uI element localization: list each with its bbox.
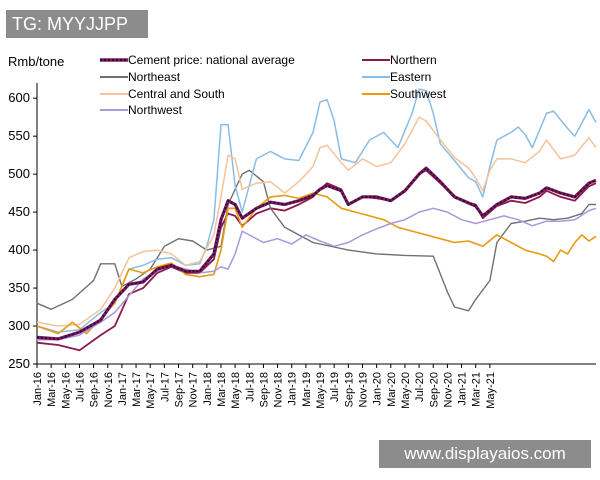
x-tick-label: Nov-18 xyxy=(273,372,285,407)
series-line-southwest xyxy=(36,192,597,335)
x-tick-label: Sep-20 xyxy=(428,372,440,407)
x-tick-label: Sep-19 xyxy=(343,372,355,407)
x-tick-label: Sep-17 xyxy=(174,372,186,407)
series-line-cement-price-national-average xyxy=(36,167,597,340)
x-tick-label: Mar-17 xyxy=(131,372,143,407)
x-tick-label: May-16 xyxy=(60,372,72,409)
x-tick-label: Sep-18 xyxy=(258,372,270,407)
x-tick-label: Jul-18 xyxy=(244,372,256,402)
x-tick-label: May-19 xyxy=(315,372,327,409)
x-tick-label: Nov-20 xyxy=(442,372,454,407)
watermark: www.displayaios.com xyxy=(379,440,591,468)
x-tick-label: May-18 xyxy=(230,372,242,409)
x-tick-label: Nov-16 xyxy=(103,372,115,407)
x-tick-label: Jan-20 xyxy=(372,372,384,406)
legend: Cement price: national average Northern No… xyxy=(100,53,447,117)
channel-tag: TG: MYYJJPP xyxy=(6,10,148,38)
x-tick-label: May-17 xyxy=(145,372,157,409)
x-tick-label: Jan-16 xyxy=(32,372,44,406)
x-tick-label: Jan-19 xyxy=(287,372,299,406)
x-tick-label: Jul-20 xyxy=(414,372,426,402)
y-tick-label: 450 xyxy=(8,204,30,219)
y-tick-label: 250 xyxy=(8,356,30,371)
series-layer xyxy=(36,88,597,352)
legend-label-northwest: Northwest xyxy=(128,103,183,117)
series-line-eastern xyxy=(36,88,597,333)
x-tick-label: Jul-17 xyxy=(159,372,171,402)
x-tick-label: Jan-18 xyxy=(202,372,214,406)
y-tick-label: 600 xyxy=(8,90,30,105)
x-tick-label: Nov-19 xyxy=(357,372,369,407)
series-line-central-and-south xyxy=(36,116,597,327)
y-tick-label: 400 xyxy=(8,242,30,257)
y-tick-label: 550 xyxy=(8,128,30,143)
legend-label-southwest: Southwest xyxy=(390,87,447,101)
x-tick-label: Jan-21 xyxy=(457,372,469,406)
x-tick-label: Mar-20 xyxy=(386,372,398,407)
legend-label-northern: Northern xyxy=(390,53,437,67)
x-tick-label: Mar-19 xyxy=(301,372,313,407)
series-line-northern xyxy=(36,169,597,352)
x-tick-label: Jul-16 xyxy=(74,372,86,402)
x-tick-label: Mar-18 xyxy=(216,372,228,407)
legend-label-central-and-south: Central and South xyxy=(128,87,225,101)
x-tick-label: Mar-16 xyxy=(46,372,58,407)
legend-label-northeast: Northeast xyxy=(128,70,181,84)
y-axis-unit-label: Rmb/tone xyxy=(8,54,64,69)
x-tick-label: May-20 xyxy=(400,372,412,409)
x-tick-label: Nov-17 xyxy=(188,372,200,407)
y-tick-label: 300 xyxy=(8,318,30,333)
y-tick-label: 350 xyxy=(8,280,30,295)
x-tick-label: Sep-16 xyxy=(89,372,101,407)
x-tick-label: May-21 xyxy=(485,372,497,409)
x-tick-label: Mar-21 xyxy=(471,372,483,407)
x-tick-label: Jan-17 xyxy=(117,372,129,406)
series-line-northeast xyxy=(36,169,596,312)
legend-label-cement-price-national-average: Cement price: national average xyxy=(128,53,295,67)
x-tick-label: Jul-19 xyxy=(329,372,341,402)
y-tick-label: 500 xyxy=(8,166,30,181)
legend-label-eastern: Eastern xyxy=(390,70,431,84)
